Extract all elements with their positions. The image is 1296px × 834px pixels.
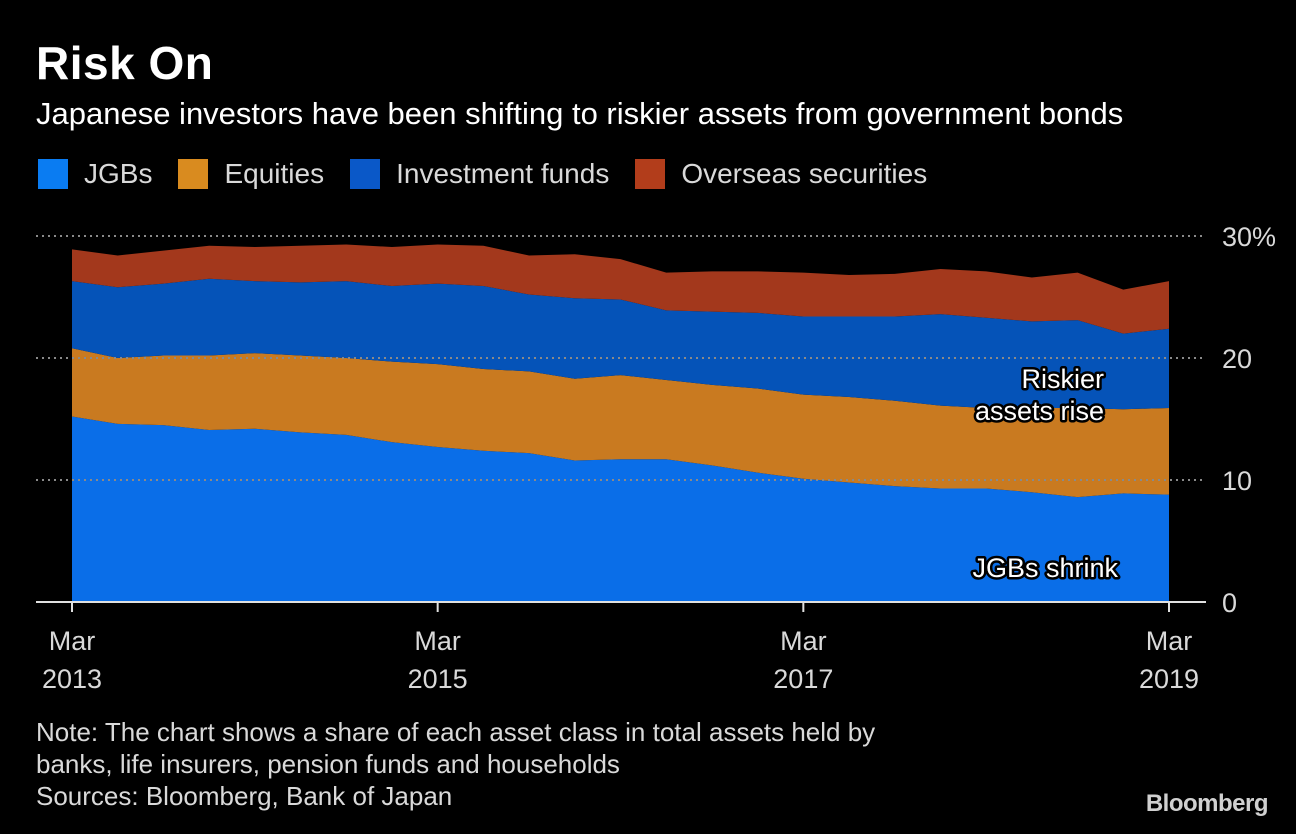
area-jgbs [72,416,1169,602]
x-tick-month-2019: Mar [1146,626,1193,656]
x-tick-year-2019: 2019 [1139,664,1199,694]
legend-item-overseas-securities: Overseas securities [635,158,927,190]
legend-item-investment-funds: Investment funds [350,158,609,190]
y-tick-label-20: 20 [1222,344,1252,374]
legend-swatch-jgbs [38,159,68,189]
area-investment-funds [72,278,1169,410]
legend-label-equities: Equities [224,158,325,189]
x-tick-year-2013: 2013 [42,664,102,694]
annotation-riskier-line-2: assets rise [975,396,1104,426]
area-overseas-securities [72,244,1169,334]
legend-item-jgbs: JGBs [38,158,152,190]
legend-swatch-equities [178,159,209,189]
legend: JGBs Equities Investment funds Overseas … [38,158,953,190]
x-tick-month-2015: Mar [414,626,461,656]
note-line-2: banks, life insurers, pension funds and … [36,749,620,779]
chart-subtitle: Japanese investors have been shifting to… [36,96,1124,131]
x-tick-year-2017: 2017 [773,664,833,694]
annotation-jgbs-shrink: JGBs shrink [972,553,1118,583]
bloomberg-logo: Bloomberg [1145,790,1269,817]
legend-item-equities: Equities [178,158,324,190]
sources-line: Sources: Bloomberg, Bank of Japan [36,781,453,811]
legend-label-overseas-securities: Overseas securities [681,158,928,189]
chart-title: Risk On [36,37,214,89]
y-tick-label-10: 10 [1222,466,1252,496]
legend-label-jgbs: JGBs [84,158,153,189]
y-tick-label-30: 30% [1222,222,1276,252]
area-series-group [72,244,1169,602]
chart-note: Note: The chart shows a share of each as… [36,716,1136,812]
note-line-1: Note: The chart shows a share of each as… [36,717,876,747]
legend-swatch-overseas-securities [635,159,666,189]
x-tick-month-2013: Mar [49,626,96,656]
annotation-riskier-line-1: Riskier [1021,364,1104,394]
x-tick-year-2015: 2015 [408,664,468,694]
area-equities [72,348,1169,498]
legend-swatch-investment-funds [350,159,381,189]
x-axis: Mar 2013 Mar 2015 Mar 2017 Mar 2019 [36,601,1206,694]
y-axis-tick-labels: 0 10 20 30% [1222,222,1276,618]
y-tick-label-0: 0 [1222,588,1237,618]
x-tick-month-2017: Mar [780,626,827,656]
legend-label-investment-funds: Investment funds [396,158,610,189]
